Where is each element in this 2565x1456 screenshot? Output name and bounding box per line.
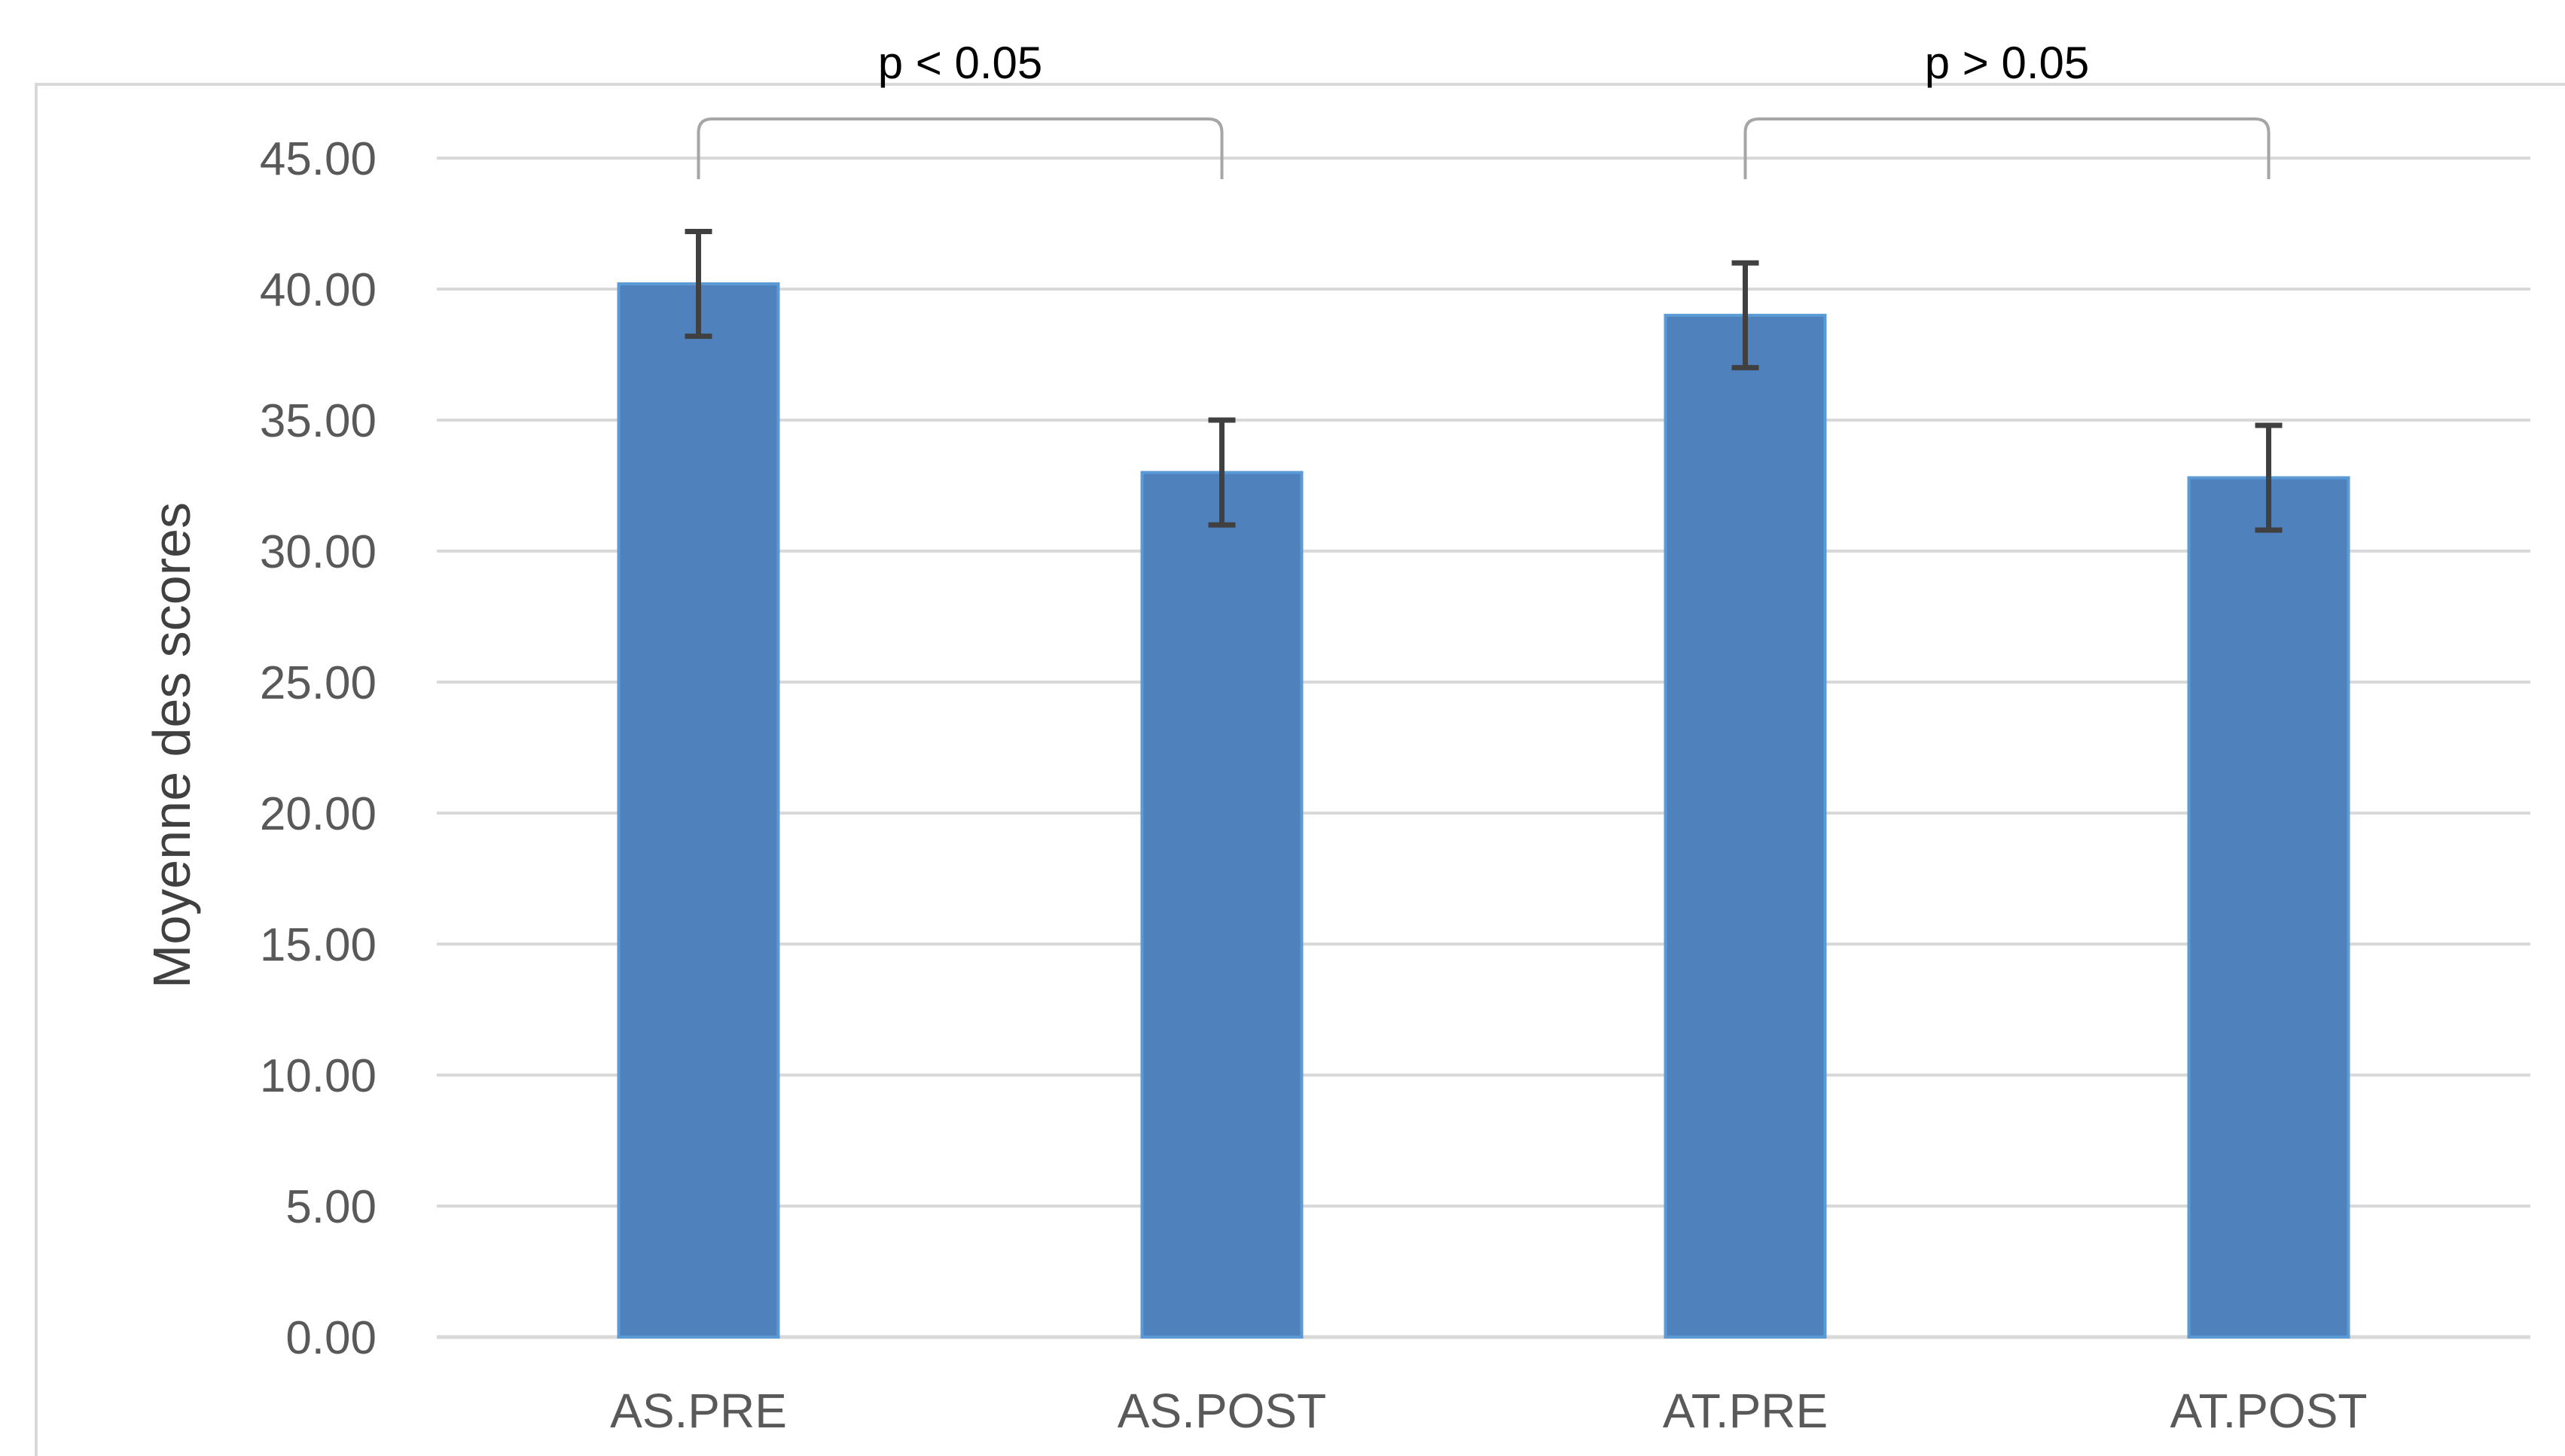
chart-frame-border — [35, 83, 2565, 1456]
y-tick-label: 40.00 — [260, 264, 377, 316]
significance-bracket — [1743, 117, 2271, 179]
gridlines — [437, 157, 2530, 1339]
bars — [617, 282, 2350, 1339]
x-tick-label: AS.POST — [1118, 1384, 1326, 1438]
y-tick-label: 25.00 — [260, 657, 377, 709]
y-tick-label: 10.00 — [260, 1050, 377, 1102]
y-axis-title: Moyenne des scores — [142, 502, 201, 988]
y-axis-ticks: 0.00 5.00 10.00 15.00 20.00 25.00 30.00 35.00 40… — [260, 133, 377, 1364]
bar — [1664, 313, 1827, 1339]
y-tick-label: 5.00 — [285, 1181, 377, 1233]
x-tick-label: AS.PRE — [610, 1384, 787, 1438]
y-tick-label: 30.00 — [260, 526, 377, 578]
y-tick-label: 20.00 — [260, 788, 377, 840]
x-tick-label: AT.PRE — [1663, 1384, 1828, 1438]
bar — [2187, 476, 2350, 1339]
y-tick-label: 15.00 — [260, 919, 377, 971]
significance-annotations: p < 0.05 p > 0.05 — [697, 38, 2271, 179]
p-value-label: p < 0.05 — [878, 38, 1043, 88]
y-tick-label: 45.00 — [260, 133, 377, 185]
p-value-label: p > 0.05 — [1925, 38, 2090, 88]
significance-bracket — [697, 117, 1224, 179]
y-tick-label: 0.00 — [285, 1312, 377, 1364]
y-tick-label: 35.00 — [260, 395, 377, 447]
x-axis-labels: AS.PRE AS.POST AT.PRE AT.POST — [610, 1384, 2367, 1438]
chart-frame — [35, 83, 2565, 1456]
bar — [1140, 471, 1304, 1339]
bar — [617, 282, 780, 1339]
error-bars — [685, 228, 2283, 533]
x-tick-label: AT.POST — [2170, 1384, 2368, 1438]
